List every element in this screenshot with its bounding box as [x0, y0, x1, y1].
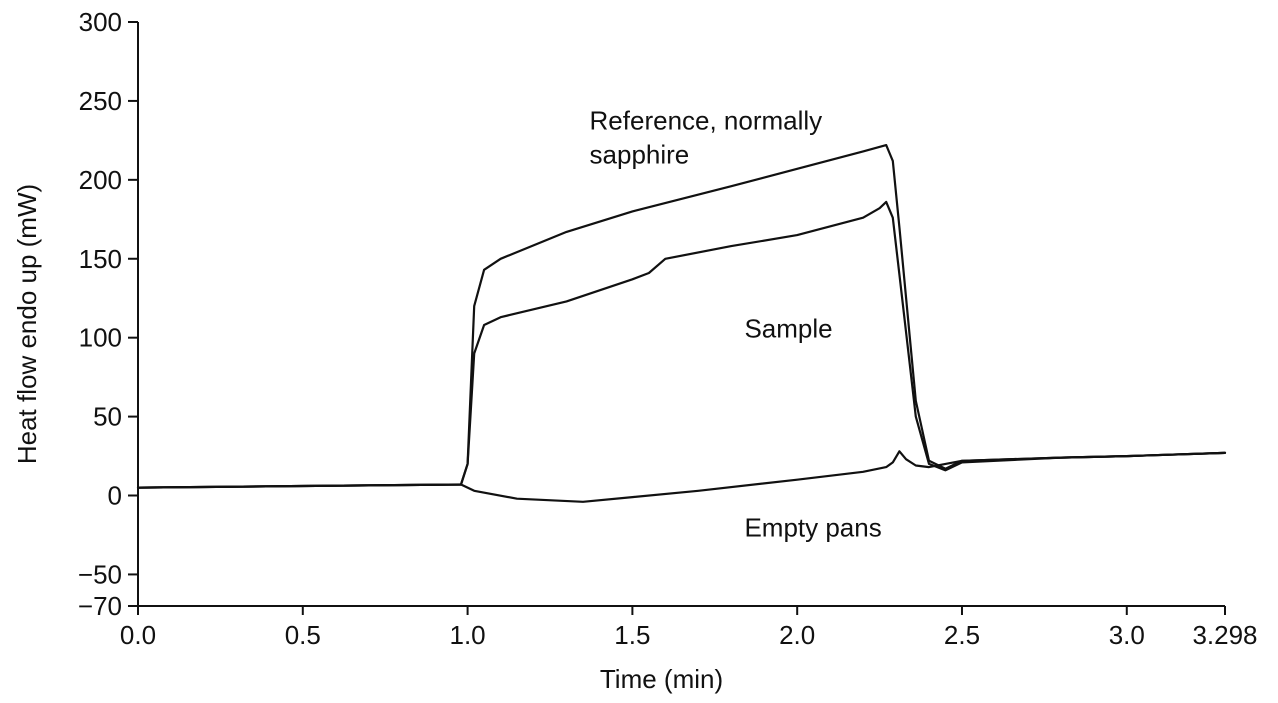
x-tick-label-0: 0.0 — [120, 620, 156, 650]
x-tick-label-3: 1.5 — [614, 620, 650, 650]
x-tick-label-6: 3.0 — [1109, 620, 1145, 650]
y-tick-label-8: −70 — [78, 591, 122, 621]
y-tick-label-0: 300 — [79, 7, 122, 37]
series-line-sample — [136, 200, 1227, 489]
axes — [137, 22, 1225, 607]
series-layer — [136, 144, 1227, 503]
y-axis-ticks: 300 250 200 150 100 50 0 −50−70 — [78, 7, 138, 621]
x-tick-label-2: 1.0 — [450, 620, 486, 650]
series-line-empty-pans — [136, 450, 1227, 503]
y-tick-label-6: 0 — [108, 481, 122, 511]
y-tick-label-2: 200 — [79, 165, 122, 195]
series-line-reference — [136, 144, 1227, 489]
x-tick-label-7: 3.298 — [1192, 620, 1257, 650]
y-tick-label-4: 100 — [79, 323, 122, 353]
reference-label-line-1: sapphire — [590, 139, 690, 169]
empty-pans-label: Empty pans — [744, 513, 881, 543]
x-axis-ticks: 0.0 0.5 1.0 1.5 2.0 2.5 3.0 3.298 — [120, 606, 1258, 650]
reference-label-line-0: Reference, normally — [590, 105, 823, 135]
annotation-layer: Reference, normally sapphire Sample Empty p… — [590, 105, 882, 542]
x-axis-title: Time (min) — [600, 664, 723, 694]
y-tick-label-1: 250 — [79, 86, 122, 116]
sample-label: Sample — [744, 314, 832, 344]
y-tick-label-3: 150 — [79, 244, 122, 274]
y-tick-label-7: −50 — [78, 559, 122, 589]
x-tick-label-4: 2.0 — [779, 620, 815, 650]
x-tick-label-1: 0.5 — [285, 620, 321, 650]
sample-label-line-0: Sample — [744, 314, 832, 344]
x-tick-label-5: 2.5 — [944, 620, 980, 650]
reference-label: Reference, normally sapphire — [590, 105, 823, 169]
y-axis-title: Heat flow endo up (mW) — [12, 184, 42, 464]
empty-pans-label-line-0: Empty pans — [744, 513, 881, 543]
y-tick-label-5: 50 — [93, 402, 122, 432]
